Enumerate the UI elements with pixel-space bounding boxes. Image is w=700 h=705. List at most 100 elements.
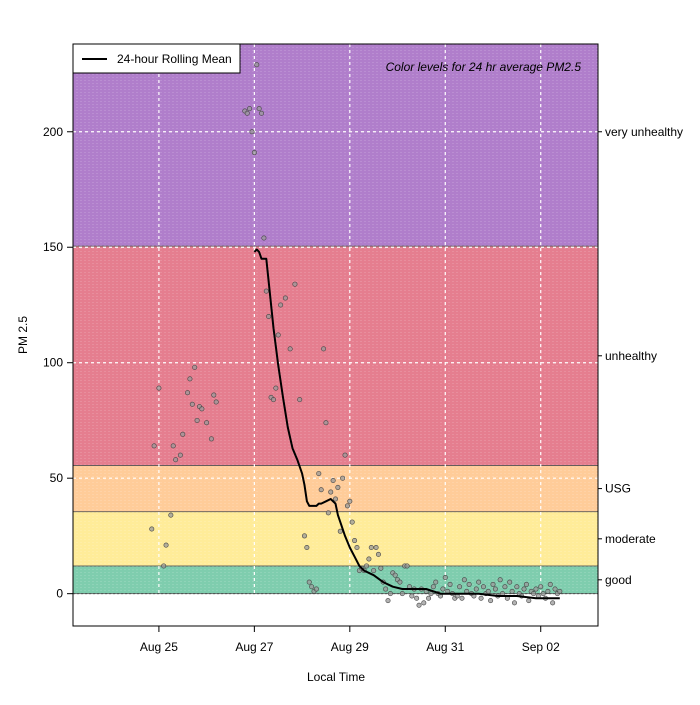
data-point <box>347 498 353 504</box>
data-point <box>151 443 157 449</box>
data-point <box>421 600 427 606</box>
data-point <box>373 544 379 550</box>
band-label-good: good <box>605 573 632 587</box>
data-point <box>514 584 520 590</box>
y-tick-label: 100 <box>43 356 63 370</box>
data-point <box>440 586 446 592</box>
data-point <box>378 565 384 571</box>
data-point <box>194 417 200 423</box>
data-point <box>344 503 350 509</box>
data-point <box>328 489 334 495</box>
x-tick-label: Aug 29 <box>331 640 369 654</box>
band-label-unhealthy: unhealthy <box>605 349 657 363</box>
band-moderate <box>72 511 599 567</box>
data-point <box>509 588 515 594</box>
data-point <box>552 586 558 592</box>
data-point <box>323 420 329 426</box>
data-point <box>177 452 183 458</box>
data-point <box>192 364 198 370</box>
data-point <box>173 457 179 463</box>
data-point <box>204 420 210 426</box>
data-point <box>521 586 527 592</box>
data-point <box>244 110 250 116</box>
band-very-unhealthy <box>72 43 599 247</box>
data-point <box>249 129 255 135</box>
data-point <box>287 346 293 352</box>
data-point <box>318 487 324 493</box>
data-point <box>170 443 176 449</box>
data-point <box>259 110 265 116</box>
data-point <box>533 586 539 592</box>
data-point <box>149 526 155 532</box>
data-point <box>364 563 370 569</box>
data-point <box>342 452 348 458</box>
data-point <box>545 588 551 594</box>
data-point <box>292 281 298 287</box>
data-point <box>478 595 484 601</box>
data-point <box>301 533 307 539</box>
data-point <box>490 581 496 587</box>
data-point <box>266 314 272 320</box>
data-point <box>430 584 436 590</box>
annotation-text: Color levels for 24 hr average PM2.5 <box>386 60 582 74</box>
data-point <box>251 150 257 156</box>
plot-frame <box>72 43 599 627</box>
data-point <box>304 544 310 550</box>
y-axis-title: PM 2.5 <box>16 316 30 354</box>
data-point <box>392 572 398 578</box>
y-tick-label: 0 <box>56 587 63 601</box>
y-tick-label: 200 <box>43 125 63 139</box>
data-point <box>540 591 546 597</box>
data-point <box>473 586 479 592</box>
data-point <box>375 551 381 557</box>
data-point <box>263 288 269 294</box>
legend: 24-hour Rolling Mean <box>72 43 241 74</box>
data-point <box>416 602 422 608</box>
data-point <box>485 588 491 594</box>
data-point <box>457 584 463 590</box>
data-point <box>547 581 553 587</box>
y-tick-label: 150 <box>43 240 63 254</box>
data-point <box>480 584 486 590</box>
data-point <box>397 579 403 585</box>
legend-label: 24-hour Rolling Mean <box>117 52 232 66</box>
band-label-very-unhealthy: very unhealthy <box>605 125 683 139</box>
data-point <box>354 544 360 550</box>
data-point <box>168 512 174 518</box>
data-point <box>383 586 389 592</box>
data-point <box>185 390 191 396</box>
data-point <box>337 528 343 534</box>
data-point <box>502 584 508 590</box>
air-quality-bands <box>72 43 599 595</box>
data-point <box>325 510 331 516</box>
data-point <box>330 477 336 483</box>
data-point <box>433 579 439 585</box>
rolling-mean-line-group <box>253 248 560 600</box>
data-point <box>538 584 544 590</box>
data-point <box>316 471 322 477</box>
data-point <box>414 595 420 601</box>
data-point <box>199 406 205 412</box>
x-tick-label: Aug 27 <box>235 640 273 654</box>
band-label-usg: USG <box>605 482 631 496</box>
data-point <box>404 563 410 569</box>
data-point <box>387 591 393 597</box>
data-point <box>187 376 193 382</box>
data-point <box>507 579 513 585</box>
data-point <box>557 588 563 594</box>
data-point <box>368 544 374 550</box>
band-labels: good moderate USG unhealthy very unhealthy <box>598 125 683 587</box>
data-point <box>256 106 262 112</box>
data-point <box>340 475 346 481</box>
data-point <box>306 579 312 585</box>
data-point <box>426 595 432 601</box>
data-point <box>385 598 391 604</box>
y-axis: 0 50 100 150 200 <box>43 125 73 601</box>
data-point <box>270 397 276 403</box>
data-point <box>492 586 498 592</box>
data-point <box>297 397 303 403</box>
data-point <box>371 568 377 574</box>
x-tick-label: Aug 25 <box>140 640 178 654</box>
